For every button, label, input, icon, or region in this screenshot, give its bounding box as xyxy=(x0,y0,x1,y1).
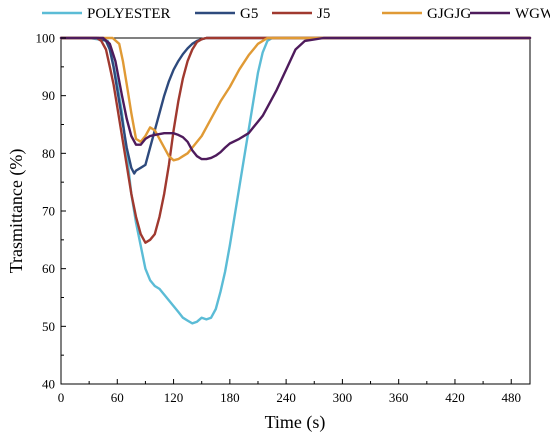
x-tick-label: 420 xyxy=(445,390,465,405)
y-tick-label: 60 xyxy=(42,261,55,276)
y-axis-title: Trasmittance (%) xyxy=(6,149,27,274)
y-tick-label: 40 xyxy=(42,377,55,392)
x-tick-label: 0 xyxy=(58,390,65,405)
x-tick-label: 360 xyxy=(389,390,409,405)
x-axis-title: Time (s) xyxy=(265,412,326,433)
x-tick-label: 180 xyxy=(220,390,240,405)
series-line-wgwgw xyxy=(59,36,532,161)
legend-label-polyester: POLYESTER xyxy=(87,6,171,22)
legend-label-j5: J5 xyxy=(317,6,330,22)
x-axis-ticks: 0 60 120 180 240 300 360 420 480 xyxy=(58,379,521,405)
y-tick-label: 70 xyxy=(42,204,55,219)
series-line-j5 xyxy=(59,36,532,244)
y-tick-label: 80 xyxy=(42,146,55,161)
x-tick-label: 480 xyxy=(501,390,521,405)
x-tick-label: 300 xyxy=(333,390,353,405)
y-axis-ticks: 40 50 60 70 80 90 100 xyxy=(36,31,66,392)
series-line-polyester xyxy=(59,36,532,325)
plot-frame xyxy=(60,37,531,385)
legend-label-wgwgw: WGWGW xyxy=(515,6,550,22)
series-layer xyxy=(59,36,532,325)
x-tick-label: 240 xyxy=(276,390,296,405)
y-tick-label: 90 xyxy=(42,88,55,103)
series-line-gjgjg xyxy=(59,36,532,162)
legend: POLYESTER G5 J5 GJGJG WGWGW xyxy=(42,6,550,22)
legend-label-gjgjg: GJGJG xyxy=(427,6,471,22)
x-tick-label: 120 xyxy=(164,390,184,405)
x-tick-label: 60 xyxy=(111,390,124,405)
legend-label-g5: G5 xyxy=(240,6,258,22)
y-tick-label: 100 xyxy=(36,31,56,46)
y-tick-label: 50 xyxy=(42,319,55,334)
